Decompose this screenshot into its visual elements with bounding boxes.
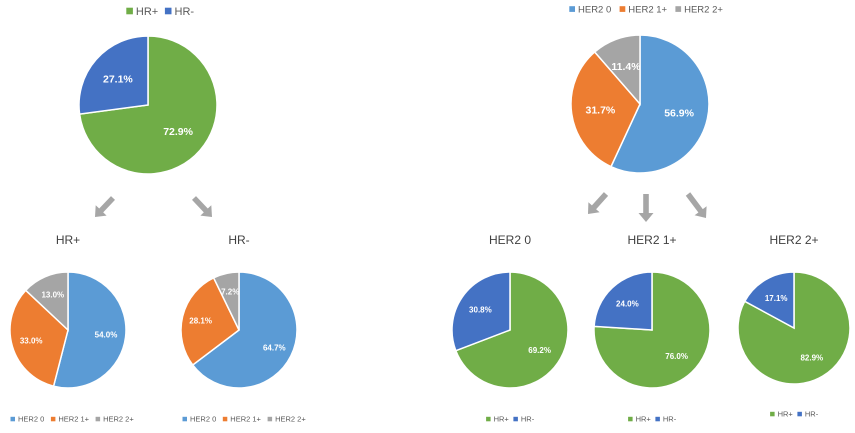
legend-label: HR- bbox=[521, 415, 535, 424]
legend-label: HER2 2+ bbox=[103, 415, 134, 424]
legend-label: HR+ bbox=[136, 6, 158, 18]
legend-label: HR- bbox=[663, 415, 677, 424]
legend-label: HR+ bbox=[494, 415, 510, 424]
legend-label: HR+ bbox=[778, 410, 794, 419]
arrow-down-left-icon bbox=[95, 196, 115, 217]
legend-label: HER2 0 bbox=[578, 4, 611, 15]
data-label: 76.0% bbox=[665, 352, 688, 361]
legend-swatch bbox=[628, 416, 633, 422]
legend-swatch bbox=[10, 416, 15, 422]
legend-swatch bbox=[569, 6, 575, 12]
pie-chart-3: 64.7% 28.1% 7.2% HR- HER2 0 HER2 1+ HER2 2+ bbox=[180, 233, 306, 424]
legend-label: HER2 2+ bbox=[275, 415, 306, 424]
legend-swatch bbox=[126, 7, 133, 15]
legend-label: HER2 1+ bbox=[230, 415, 261, 424]
pie-slice-her2-0 bbox=[610, 34, 710, 174]
legend: HR+ HR- bbox=[770, 410, 819, 419]
chart-title: HER2 2+ bbox=[769, 233, 818, 247]
data-label: 17.1% bbox=[765, 294, 788, 303]
data-label: 69.2% bbox=[528, 346, 551, 355]
legend-label: HER2 1+ bbox=[628, 4, 667, 15]
pie-slice-her2-1- bbox=[180, 276, 240, 367]
chart-title: HR- bbox=[228, 233, 249, 247]
legend: HER2 0 HER2 1+ HER2 2+ bbox=[10, 415, 134, 424]
pie-slice-hr- bbox=[451, 271, 511, 352]
legend-swatch bbox=[222, 416, 228, 422]
legend-label: HER2 1+ bbox=[58, 415, 89, 424]
pie-chart-1: 72.9% 27.1% HR+ HR- bbox=[78, 6, 218, 175]
legend-swatch bbox=[486, 416, 491, 422]
data-label: 33.0% bbox=[20, 337, 43, 346]
data-label: 64.7% bbox=[263, 343, 286, 352]
legend-swatch bbox=[513, 416, 518, 422]
pie-chart-2: 54.0% 33.0% 13.0% HR+ HER2 0 HER2 1+ HER2 2+ bbox=[9, 233, 134, 424]
pie-chart-5: 69.2% 30.8% HER2 0 HR+ HR- bbox=[451, 233, 569, 424]
legend-label: HR- bbox=[805, 410, 819, 419]
legend-swatch bbox=[675, 6, 682, 12]
legend: HR+ HR- bbox=[486, 415, 535, 424]
pie-chart-7: 82.9% 17.1% HER2 2+ HR+ HR- bbox=[737, 233, 851, 419]
pie-slice-hr- bbox=[593, 271, 653, 331]
legend-swatch bbox=[797, 411, 802, 417]
legend-swatch bbox=[95, 416, 101, 422]
legend: HR+ HR- bbox=[126, 6, 194, 18]
arrow-down-right-icon bbox=[192, 196, 212, 217]
data-label: 30.8% bbox=[469, 305, 492, 314]
legend-label: HR- bbox=[175, 6, 195, 18]
data-label: 54.0% bbox=[95, 331, 118, 340]
legend-label: HR+ bbox=[636, 415, 652, 424]
data-label: 28.1% bbox=[189, 317, 212, 326]
pie-slice-her2-1- bbox=[570, 50, 641, 168]
pie-slice-her2-0 bbox=[191, 271, 298, 389]
pie-chart-6: 76.0% 24.0% HER2 1+ HR+ HR- bbox=[593, 233, 711, 424]
data-label: 72.9% bbox=[163, 126, 193, 138]
chart-title: HER2 1+ bbox=[627, 233, 676, 247]
legend: HER2 0 HER2 1+ HER2 2+ bbox=[569, 4, 723, 15]
chart-title: HER2 0 bbox=[489, 233, 531, 247]
chart-title: HR+ bbox=[56, 233, 80, 247]
pie-slice-her2-0 bbox=[52, 271, 127, 389]
legend-swatch bbox=[619, 6, 626, 12]
legend-label: HER2 0 bbox=[18, 415, 44, 424]
legend-swatch bbox=[182, 416, 187, 422]
arrow-down-icon bbox=[638, 194, 654, 222]
arrow-down-right-icon bbox=[685, 192, 707, 218]
legend: HER2 0 HER2 1+ HER2 2+ bbox=[182, 415, 306, 424]
data-label: 13.0% bbox=[41, 291, 64, 300]
charts-layer: 72.9% 27.1% HR+ HR- 54.0% 33.0% 13.0% HR+ HER2 0… bbox=[9, 4, 851, 424]
legend-swatch bbox=[267, 416, 273, 422]
data-label: 24.0% bbox=[616, 300, 639, 309]
arrows-layer bbox=[95, 192, 707, 222]
pie-slice-her2-2- bbox=[24, 271, 69, 332]
data-label: 27.1% bbox=[103, 73, 133, 85]
pie-slice-her2-2- bbox=[593, 34, 641, 107]
legend-label: HER2 2+ bbox=[684, 4, 723, 15]
legend-label: HER2 0 bbox=[190, 415, 216, 424]
pie-slice-her2-1- bbox=[9, 289, 69, 388]
legend-swatch bbox=[655, 416, 660, 422]
pie-slice-her2-2- bbox=[212, 271, 240, 331]
data-label: 31.7% bbox=[586, 104, 616, 116]
pie-chart-4: 56.9% 31.7% 11.4% HER2 0 HER2 1+ HER2 2+ bbox=[569, 4, 723, 174]
data-label: 7.2% bbox=[221, 287, 239, 296]
legend-swatch bbox=[50, 416, 56, 422]
data-label: 82.9% bbox=[800, 354, 823, 363]
data-label: 11.4% bbox=[611, 61, 641, 73]
legend: HR+ HR- bbox=[628, 415, 677, 424]
legend-swatch bbox=[164, 7, 172, 15]
pie-slice-hr- bbox=[454, 271, 569, 389]
arrow-down-left-icon bbox=[588, 192, 609, 214]
pie-slice-hr- bbox=[743, 271, 795, 330]
data-label: 56.9% bbox=[664, 107, 694, 119]
legend-swatch bbox=[770, 411, 775, 417]
pie-slice-hr- bbox=[78, 35, 149, 115]
